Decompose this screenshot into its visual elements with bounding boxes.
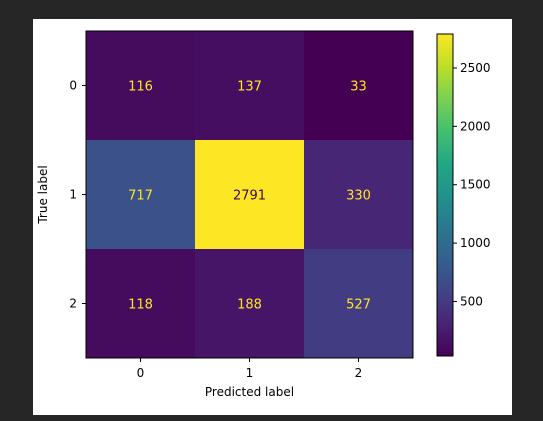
cell-value-label: 116	[128, 80, 153, 95]
colorbar-tick-label: 2000	[460, 119, 491, 133]
colorbar-tick-label: 1500	[460, 178, 491, 192]
colorbar-ticks: 500 1000 1500 2000 2500	[453, 61, 491, 309]
cell-value-label: 188	[237, 298, 262, 313]
cell-value-label: 330	[346, 189, 371, 204]
x-axis-ticks: 0 1 2	[137, 358, 363, 380]
x-tick-label: 2	[355, 366, 363, 380]
colorbar	[437, 34, 453, 356]
y-tick-label: 2	[69, 297, 77, 311]
y-tick-label: 1	[69, 188, 77, 202]
x-tick-label: 1	[246, 366, 254, 380]
colorbar-tick-label: 2500	[460, 61, 491, 75]
cell-value-label: 118	[128, 298, 153, 313]
figure-canvas: 116 137 33 717 2791 330 118 188 527 0 1 2 0 1 2 Pred…	[33, 19, 512, 415]
x-axis-label: Predicted label	[205, 385, 294, 399]
cell-value-label: 2791	[233, 189, 266, 204]
cell-value-label: 527	[346, 298, 371, 313]
cell-value-label: 137	[237, 80, 262, 95]
x-tick-label: 0	[137, 366, 145, 380]
y-axis-ticks: 0 1 2	[69, 79, 86, 311]
colorbar-tick-label: 1000	[460, 236, 491, 250]
y-tick-label: 0	[69, 79, 77, 93]
cell-value-label: 33	[350, 80, 367, 95]
y-axis-label: True label	[36, 165, 50, 224]
confusion-matrix-chart: 116 137 33 717 2791 330 118 188 527 0 1 2 0 1 2 Pred…	[33, 19, 512, 415]
cell-value-label: 717	[128, 189, 153, 204]
colorbar-tick-label: 500	[460, 294, 483, 308]
